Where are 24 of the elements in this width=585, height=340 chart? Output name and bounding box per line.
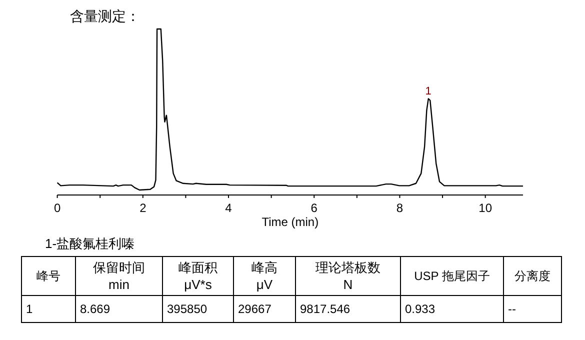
- text: 9817.546: [300, 300, 352, 318]
- annotation: 1: [425, 86, 432, 98]
- text: 8.669: [80, 300, 112, 318]
- text: 395850: [167, 300, 208, 318]
- text: 峰面积 μV*s: [178, 259, 218, 293]
- x-tick-label: 2: [140, 201, 147, 215]
- text: USP 拖尾因子: [413, 268, 491, 284]
- chart-title: 含量测定：: [70, 8, 140, 24]
- x-tick-label: 4: [225, 201, 232, 215]
- x-tick-label: 8: [396, 201, 404, 215]
- text: 1: [26, 300, 34, 318]
- text: 峰号: [36, 268, 62, 284]
- x-tick-label: 6: [310, 201, 318, 215]
- text: 理论塔板数 N: [314, 259, 382, 293]
- text: 保留时间 min: [92, 259, 146, 293]
- text: --: [508, 300, 517, 318]
- text: 0.933: [405, 300, 436, 318]
- text: 29667: [238, 300, 272, 318]
- text: 分离度: [514, 268, 552, 284]
- text: 峰高 μV: [250, 259, 278, 293]
- text: 1-盐酸氟桂利嗪: [45, 235, 135, 253]
- x-tick-label: 10: [478, 201, 492, 215]
- x-axis-title: Time (min): [262, 215, 319, 229]
- x-tick-label: 0: [54, 201, 61, 215]
